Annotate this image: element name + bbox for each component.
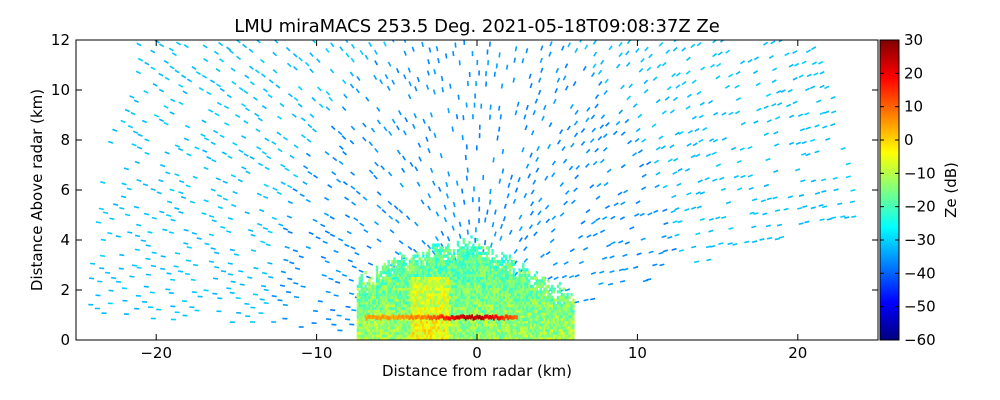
y-tick-label: 8 — [60, 131, 70, 149]
x-tick-label: 0 — [472, 344, 482, 362]
x-tick-label: −10 — [301, 344, 333, 362]
plot-area — [76, 40, 878, 340]
y-tick-label: 0 — [60, 331, 70, 349]
colorbar-tick-label: −20 — [904, 198, 936, 216]
y-tick-label: 10 — [51, 81, 70, 99]
noise-field — [88, 40, 857, 339]
colorbar-frame — [879, 39, 900, 341]
y-tick-label: 2 — [60, 281, 70, 299]
colorbar-tick-label: −50 — [904, 298, 936, 316]
cloud-echo — [356, 235, 575, 340]
y-axis: 0 2 4 6 8 10 12 — [51, 31, 878, 349]
colorbar-tick-label: 20 — [904, 64, 923, 82]
colorbar-tick-label: −30 — [904, 231, 936, 249]
y-tick-label: 4 — [60, 231, 70, 249]
x-tick-label: −20 — [140, 344, 172, 362]
x-axis-label: Distance from radar (km) — [382, 362, 572, 380]
bright-band — [364, 314, 518, 321]
colorbar-tick-label: 30 — [904, 31, 923, 49]
x-tick-label: 10 — [628, 344, 647, 362]
colorbar-ticks: 30 20 10 0 −10 −20 −30 −40 −50 −60 — [880, 31, 936, 349]
colorbar-tick-label: −60 — [904, 331, 936, 349]
y-tick-label: 12 — [51, 31, 70, 49]
x-axis: −20 −10 0 10 20 — [140, 40, 807, 362]
colorbar: 30 20 10 0 −10 −20 −30 −40 −50 −60 Ze (dB) — [879, 31, 960, 349]
colorbar-tick-label: 10 — [904, 98, 923, 116]
y-tick-label: 6 — [60, 181, 70, 199]
x-tick-label: 20 — [788, 344, 807, 362]
chart-title: LMU miraMACS 253.5 Deg. 2021-05-18T09:08… — [234, 16, 720, 37]
colorbar-gradient — [880, 40, 899, 340]
colorbar-tick-label: 0 — [904, 131, 914, 149]
colorbar-tick-label: −10 — [904, 164, 936, 182]
y-axis-label: Distance Above radar (km) — [28, 89, 46, 291]
colorbar-label: Ze (dB) — [942, 162, 960, 218]
colorbar-tick-label: −40 — [904, 264, 936, 282]
